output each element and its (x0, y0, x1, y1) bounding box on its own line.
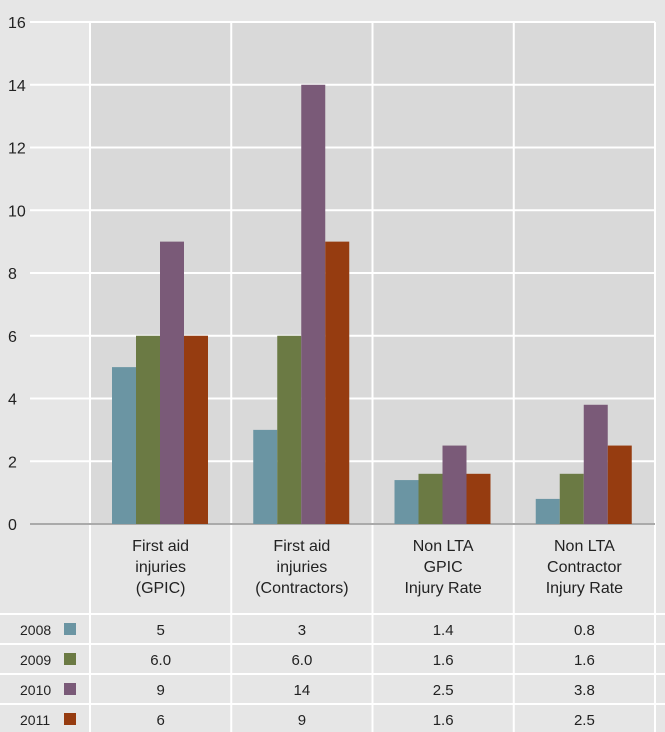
legend-swatch-2009 (64, 653, 76, 665)
bar-2008-1 (112, 367, 136, 524)
table-cell: 2.5 (433, 682, 454, 699)
category-label: (Contractors) (255, 580, 348, 597)
y-tick-label: 8 (8, 266, 17, 283)
bar-2008-4 (535, 498, 560, 524)
table-cell: 14 (294, 682, 311, 699)
y-tick-label: 4 (8, 392, 17, 409)
table-cell: 1.6 (574, 652, 595, 669)
legend-year-label: 2009 (20, 652, 51, 668)
category-label: injuries (135, 559, 186, 576)
table-cell: 3.8 (574, 682, 595, 699)
legend-year-label: 2008 (20, 622, 51, 638)
y-axis: 0 2 4 6 8 10 12 14 16 (8, 15, 26, 534)
y-tick-label: 6 (8, 329, 17, 346)
table-cell: 9 (156, 682, 164, 699)
table-cell: 3 (298, 622, 306, 639)
table-cell: 9 (298, 712, 306, 729)
y-tick-label: 10 (8, 203, 26, 220)
bar-2009-4 (559, 473, 584, 524)
category-label: First aid (132, 538, 189, 555)
category-label: Injury Rate (404, 580, 481, 597)
category-label: Non LTA (554, 538, 615, 555)
data-table: 2008 5 3 1.4 0.8 2009 6.0 6.0 1.6 1.6 2010 9 14 2.5 3.… (0, 613, 665, 729)
table-cell: 6.0 (291, 652, 312, 669)
bar-2009-1 (136, 335, 160, 524)
table-cell: 5 (156, 622, 164, 639)
category-label: Non LTA (413, 538, 474, 555)
category-label: injuries (277, 559, 328, 576)
table-cell: 2.5 (574, 712, 595, 729)
category-label: GPIC (424, 559, 463, 576)
bar-2009-3 (418, 473, 443, 524)
legend-swatch-2010 (64, 683, 76, 695)
table-cell: 1.6 (433, 712, 454, 729)
bar-2008-2 (253, 429, 278, 524)
y-tick-label: 0 (8, 517, 17, 534)
table-cell: 6.0 (150, 652, 171, 669)
bar-2011-4 (607, 445, 632, 524)
bar-2010-4 (583, 404, 608, 524)
category-label: Contractor (547, 559, 622, 576)
table-cell: 1.6 (433, 652, 454, 669)
legend-year-label: 2011 (20, 712, 50, 728)
legend-swatch-2008 (64, 623, 76, 635)
category-label: Injury Rate (546, 580, 623, 597)
bar-2010-3 (442, 445, 467, 524)
y-tick-label: 2 (8, 454, 17, 471)
category-labels: First aid injuries (GPIC) First aid injuries… (132, 538, 623, 597)
table-cell: 1.4 (433, 622, 454, 639)
bar-2009-2 (277, 335, 302, 524)
category-label: (GPIC) (136, 580, 186, 597)
y-tick-label: 16 (8, 15, 26, 32)
table-cell: 6 (156, 712, 164, 729)
category-label: First aid (273, 538, 330, 555)
bar-2011-1 (184, 335, 208, 524)
bar-2011-2 (325, 241, 350, 524)
bars (112, 84, 632, 524)
legend-year-label: 2010 (20, 682, 51, 698)
bar-2011-3 (466, 473, 491, 524)
bar-2010-2 (301, 84, 326, 524)
bar-2010-1 (160, 241, 184, 524)
legend-swatch-2011 (64, 713, 76, 725)
y-tick-label: 14 (8, 78, 26, 95)
table-cell: 0.8 (574, 622, 595, 639)
y-tick-label: 12 (8, 141, 26, 158)
bar-2008-3 (394, 480, 419, 524)
